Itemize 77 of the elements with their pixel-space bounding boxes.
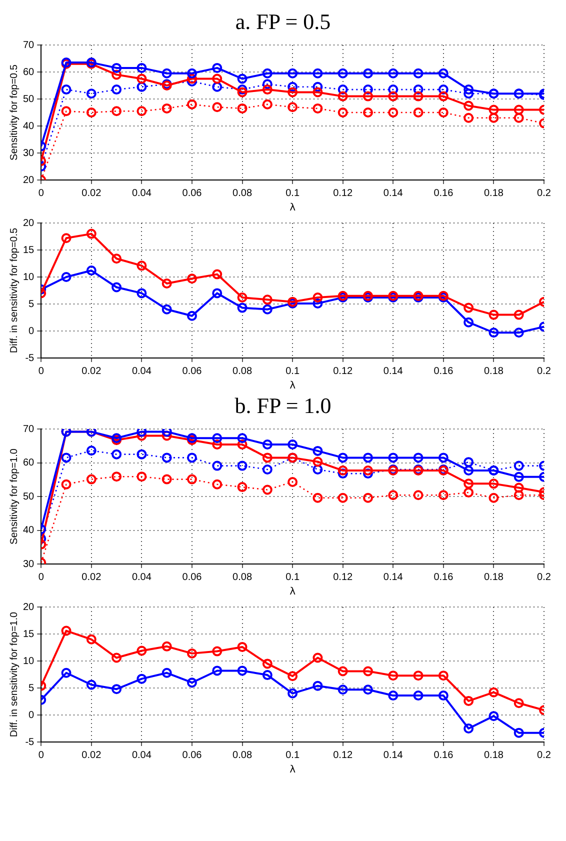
y-tick-label: 60 bbox=[23, 458, 35, 468]
x-tick-label: 0.2 bbox=[537, 572, 552, 583]
x-tick-label: 0.18 bbox=[484, 188, 504, 199]
x-tick-label: 0.1 bbox=[286, 750, 300, 761]
x-tick-label: 0.12 bbox=[333, 572, 354, 583]
x-tick-label: 0.08 bbox=[232, 188, 252, 199]
y-tick-label: -5 bbox=[25, 736, 35, 748]
x-tick-label: 0 bbox=[38, 366, 44, 377]
y-tick-label: 50 bbox=[23, 94, 35, 105]
x-tick-label: 0 bbox=[38, 572, 44, 583]
x-tick-label: 0.16 bbox=[434, 366, 454, 377]
x-tick-label: 0.02 bbox=[82, 366, 102, 377]
x-tick-label: 0.1 bbox=[286, 188, 300, 199]
y-axis-title: Diff. in sensitivity for fop=1.0 bbox=[8, 611, 20, 738]
x-axis-title: λ bbox=[290, 202, 296, 214]
y-tick-label: 15 bbox=[23, 628, 35, 640]
y-axis-title: Sensitivity for fop=1.0 bbox=[8, 448, 20, 544]
y-tick-label: 30 bbox=[23, 558, 35, 570]
y-tick-label: 10 bbox=[23, 656, 35, 667]
x-tick-label: 0.18 bbox=[484, 750, 504, 761]
x-tick-label: 0.06 bbox=[182, 188, 202, 199]
x-axis-title: λ bbox=[290, 586, 296, 598]
x-tick-label: 0.08 bbox=[232, 366, 252, 377]
y-tick-label: 15 bbox=[23, 244, 35, 256]
x-tick-label: 0 bbox=[38, 188, 44, 199]
y-tick-label: 70 bbox=[23, 40, 35, 51]
x-tick-label: 0.04 bbox=[132, 366, 152, 377]
y-tick-label: 20 bbox=[23, 174, 35, 186]
x-tick-label: 0.12 bbox=[333, 366, 354, 377]
y-tick-label: 30 bbox=[23, 148, 35, 159]
chart-title: b. FP = 1.0 bbox=[234, 392, 332, 420]
x-tick-label: 0.02 bbox=[82, 188, 102, 199]
x-tick-label: 0.18 bbox=[484, 572, 504, 583]
x-tick-label: 0.16 bbox=[434, 572, 454, 583]
x-tick-label: 0.02 bbox=[82, 750, 102, 761]
y-tick-label: -5 bbox=[25, 352, 35, 364]
y-axis-title: Diff. in sensitivity for fop=0.5 bbox=[8, 227, 20, 354]
y-tick-label: 5 bbox=[28, 298, 35, 310]
x-tick-label: 0.18 bbox=[484, 366, 504, 377]
x-tick-label: 0.08 bbox=[232, 572, 252, 583]
y-tick-label: 70 bbox=[23, 424, 35, 435]
x-tick-label: 0.04 bbox=[132, 750, 152, 761]
x-tick-label: 0.04 bbox=[132, 188, 152, 199]
y-tick-label: 40 bbox=[23, 120, 35, 132]
x-axis-title: λ bbox=[290, 380, 296, 392]
x-tick-label: 0.04 bbox=[132, 572, 152, 583]
x-tick-label: 0.1 bbox=[286, 572, 300, 583]
x-tick-label: 0.2 bbox=[537, 188, 552, 199]
y-tick-label: 40 bbox=[23, 525, 35, 536]
x-tick-label: 0.16 bbox=[434, 188, 454, 199]
chart-title: a. FP = 0.5 bbox=[234, 8, 332, 36]
x-tick-label: 0.14 bbox=[383, 572, 404, 583]
x-tick-label: 0.06 bbox=[182, 572, 202, 583]
y-tick-label: 20 bbox=[23, 602, 35, 613]
x-axis-title: λ bbox=[290, 764, 296, 776]
y-tick-label: 50 bbox=[23, 491, 35, 502]
y-tick-label: 60 bbox=[23, 66, 35, 78]
y-tick-label: 5 bbox=[28, 682, 35, 694]
x-tick-label: 0.06 bbox=[182, 366, 202, 377]
x-tick-label: 0.16 bbox=[434, 750, 454, 761]
x-tick-label: 0.14 bbox=[383, 366, 404, 377]
x-tick-label: 0.08 bbox=[232, 750, 252, 761]
y-axis-title: Sensitivity for fop=0.5 bbox=[8, 64, 20, 160]
y-tick-label: 20 bbox=[23, 218, 35, 229]
y-tick-label: 10 bbox=[23, 272, 35, 283]
x-tick-label: 0.12 bbox=[333, 188, 354, 199]
x-tick-label: 0 bbox=[38, 750, 44, 761]
y-tick-label: 0 bbox=[28, 710, 35, 721]
y-tick-label: 0 bbox=[28, 326, 35, 337]
x-tick-label: 0.1 bbox=[286, 366, 300, 377]
x-tick-label: 0.14 bbox=[383, 188, 404, 199]
x-tick-label: 0.14 bbox=[383, 750, 404, 761]
x-tick-label: 0.12 bbox=[333, 750, 354, 761]
x-tick-label: 0.2 bbox=[537, 750, 552, 761]
x-tick-label: 0.06 bbox=[182, 750, 202, 761]
x-tick-label: 0.02 bbox=[82, 572, 102, 583]
x-tick-label: 0.2 bbox=[537, 366, 552, 377]
